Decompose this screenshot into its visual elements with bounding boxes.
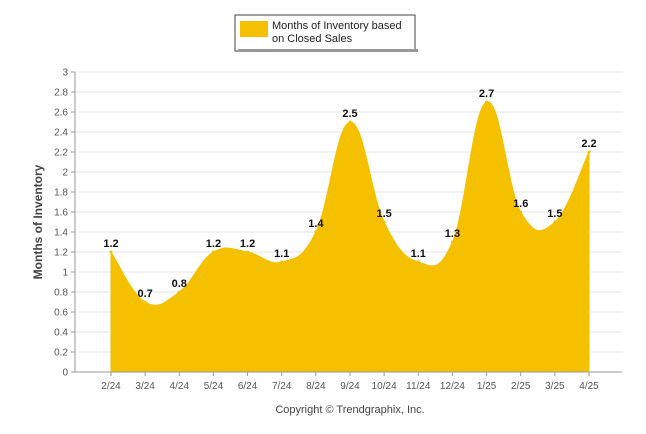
data-point xyxy=(211,250,215,254)
data-point xyxy=(246,250,250,254)
y-tick-label: 3 xyxy=(62,68,68,79)
y-tick-label: 0.8 xyxy=(54,288,68,299)
x-tick-label: 5/24 xyxy=(204,381,224,392)
data-label: 0.8 xyxy=(172,278,187,290)
x-tick-label: 3/24 xyxy=(135,381,155,392)
data-label: 1.1 xyxy=(274,248,289,260)
data-point xyxy=(450,240,454,244)
data-label: 1.3 xyxy=(445,228,460,240)
data-label: 1.1 xyxy=(411,248,426,260)
x-axis-ticks: 2/24 3/24 4/24 5/24 6/24 7/24 8/24 9/24 10/24 11/… xyxy=(101,372,599,392)
data-point xyxy=(109,250,113,254)
data-point xyxy=(177,290,181,294)
data-point xyxy=(553,220,557,224)
y-tick-label: 1 xyxy=(62,268,68,279)
data-label: 2.2 xyxy=(581,138,596,150)
y-tick-label: 0.2 xyxy=(54,348,68,359)
data-point xyxy=(382,220,386,224)
data-point xyxy=(519,210,523,214)
data-label: 2.7 xyxy=(479,88,494,100)
y-tick-label: 1.6 xyxy=(54,208,68,219)
data-point xyxy=(348,120,352,124)
y-tick-label: 2.8 xyxy=(54,88,68,99)
data-point xyxy=(314,230,318,234)
y-tick-label: 2.4 xyxy=(54,128,68,139)
data-label: 1.5 xyxy=(376,208,391,220)
area-fill xyxy=(110,101,590,373)
copyright-text: Copyright © Trendgraphix, Inc. xyxy=(275,404,424,416)
data-label: 1.6 xyxy=(513,198,528,210)
y-axis-ticks: 0 0.2 0.4 0.6 0.8 1 1.2 1.4 1.6 1.8 2 2.2 2.4 2.6 2.8 3 xyxy=(54,68,75,379)
data-label: 1.2 xyxy=(103,238,118,250)
legend-label-line2: on Closed Sales xyxy=(272,33,353,45)
legend-swatch xyxy=(240,21,268,37)
data-label: 1.4 xyxy=(308,218,324,230)
y-tick-label: 0 xyxy=(62,368,68,379)
data-point xyxy=(280,260,284,264)
legend-shadow xyxy=(238,49,418,52)
x-tick-label: 12/24 xyxy=(440,381,465,392)
data-point xyxy=(143,300,147,304)
y-tick-label: 2.2 xyxy=(54,148,68,159)
y-tick-label: 1.8 xyxy=(54,188,68,199)
y-tick-label: 2 xyxy=(62,168,68,179)
data-label: 2.5 xyxy=(342,108,357,120)
x-tick-label: 6/24 xyxy=(238,381,258,392)
x-tick-label: 2/24 xyxy=(101,381,121,392)
x-tick-label: 7/24 xyxy=(272,381,292,392)
y-axis-title: Months of Inventory xyxy=(31,164,45,279)
x-tick-label: 8/24 xyxy=(306,381,326,392)
axes xyxy=(74,72,622,373)
x-tick-label: 9/24 xyxy=(340,381,360,392)
y-tick-label: 0.4 xyxy=(54,328,68,339)
y-tick-label: 1.4 xyxy=(54,228,68,239)
x-tick-label: 10/24 xyxy=(372,381,397,392)
x-tick-label: 11/24 xyxy=(406,381,431,392)
y-tick-label: 0.6 xyxy=(54,308,68,319)
data-label: 1.5 xyxy=(547,208,562,220)
data-labels: 1.2 0.7 0.8 1.2 1.2 1.1 1.4 2.5 1.5 1.1 1.3 2.7 1.6 1… xyxy=(103,88,596,300)
legend-label-line1: Months of Inventory based xyxy=(272,20,402,32)
y-tick-label: 1.2 xyxy=(54,248,68,259)
x-tick-label: 3/25 xyxy=(545,381,565,392)
data-point xyxy=(485,100,489,104)
x-tick-label: 4/24 xyxy=(170,381,190,392)
area-series xyxy=(109,100,591,373)
legend: Months of Inventory based on Closed Sale… xyxy=(234,14,418,52)
data-point xyxy=(416,260,420,264)
data-label: 1.2 xyxy=(206,238,221,250)
x-tick-label: 2/25 xyxy=(511,381,531,392)
x-tick-label: 4/25 xyxy=(579,381,599,392)
x-tick-label: 1/25 xyxy=(477,381,497,392)
data-label: 0.7 xyxy=(137,288,152,300)
data-point xyxy=(587,150,591,154)
y-tick-label: 2.6 xyxy=(54,108,68,119)
data-label: 1.2 xyxy=(240,238,255,250)
